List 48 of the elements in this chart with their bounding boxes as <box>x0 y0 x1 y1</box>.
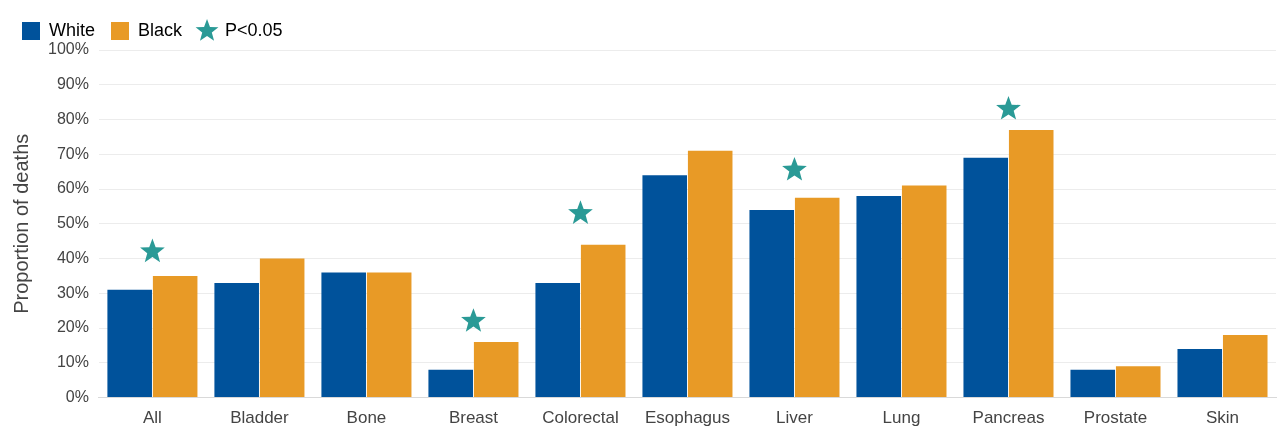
x-tick-label: Liver <box>776 408 814 428</box>
bar <box>901 185 947 398</box>
x-tick-label: All <box>142 408 162 428</box>
y-tick-label: 70% <box>56 144 89 162</box>
bar <box>428 369 473 398</box>
y-tick-label: 100% <box>48 40 89 58</box>
bar <box>794 197 840 398</box>
bar <box>107 289 152 398</box>
bar <box>1115 366 1161 398</box>
bar <box>214 282 259 398</box>
bar <box>642 175 688 398</box>
bar <box>580 244 626 398</box>
y-tick-label: 80% <box>56 109 89 127</box>
y-tick-label: 20% <box>56 318 89 336</box>
bar <box>473 341 519 398</box>
x-tick-label: Lung <box>882 408 921 428</box>
legend-label: P<0.05 <box>225 19 283 40</box>
bar <box>366 272 412 398</box>
x-tick-label: Colorectal <box>542 408 619 428</box>
y-axis-title: Proportion of deaths <box>9 133 32 314</box>
bar <box>535 282 580 398</box>
y-tick-label: 40% <box>56 248 89 266</box>
y-tick-label: 60% <box>56 179 89 197</box>
y-tick-label: 30% <box>56 283 89 301</box>
bar <box>963 157 1009 398</box>
bar <box>1008 129 1054 398</box>
x-tick-label: Breast <box>448 408 499 428</box>
y-tick-label: 50% <box>56 214 89 232</box>
bar <box>321 272 366 398</box>
bar <box>749 209 795 398</box>
legend-label: White <box>49 19 96 40</box>
bar <box>259 258 305 398</box>
x-tick-label: Skin <box>1205 408 1240 428</box>
bar <box>1070 369 1116 398</box>
bar <box>856 195 902 398</box>
x-tick-label: Bladder <box>230 408 290 428</box>
x-tick-label: Pancreas <box>972 408 1045 428</box>
bar <box>1177 348 1223 398</box>
x-tick-label: Prostate <box>1083 408 1148 428</box>
y-tick-label: 90% <box>56 75 89 93</box>
x-tick-label: Esophagus <box>644 408 730 428</box>
x-tick-label: Bone <box>346 408 387 428</box>
bar <box>1222 335 1268 398</box>
y-tick-label: 0% <box>65 388 89 406</box>
bar <box>152 275 198 398</box>
legend-label: Black <box>138 19 184 40</box>
y-tick-label: 10% <box>56 353 89 371</box>
bar <box>687 150 733 398</box>
